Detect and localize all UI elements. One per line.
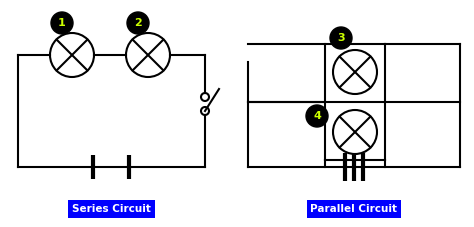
Text: 4: 4 xyxy=(313,111,321,121)
Circle shape xyxy=(306,105,328,127)
Circle shape xyxy=(330,27,352,49)
Text: 1: 1 xyxy=(58,18,66,28)
Circle shape xyxy=(127,12,149,34)
Text: Series Circuit: Series Circuit xyxy=(72,204,151,214)
Circle shape xyxy=(51,12,73,34)
Text: 3: 3 xyxy=(337,33,345,43)
Text: Parallel Circuit: Parallel Circuit xyxy=(310,204,398,214)
Text: 2: 2 xyxy=(134,18,142,28)
